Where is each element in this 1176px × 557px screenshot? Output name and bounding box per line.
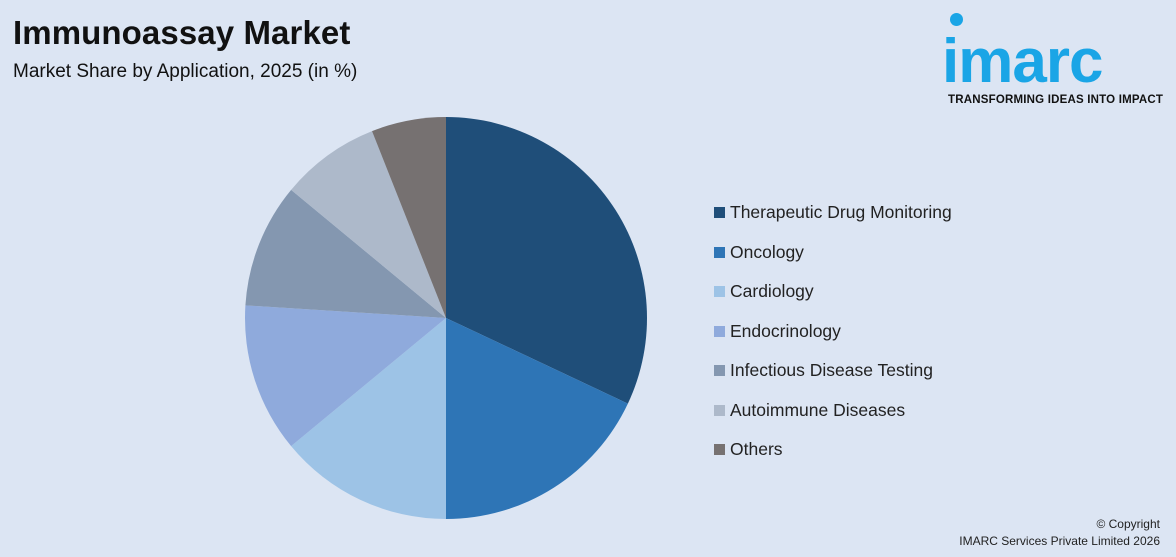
legend-label: Oncology bbox=[730, 241, 804, 262]
pie-slice-others bbox=[372, 117, 446, 318]
legend-item-infectious-disease-testing: Infectious Disease Testing bbox=[714, 351, 952, 391]
legend-item-cardiology: Cardiology bbox=[714, 272, 952, 312]
legend-label: Others bbox=[730, 439, 783, 460]
legend-item-oncology: Oncology bbox=[714, 233, 952, 273]
logo-wordmark: imarc bbox=[942, 27, 1103, 96]
legend-swatch bbox=[714, 365, 725, 377]
pie-slice-infectious-disease-testing bbox=[245, 189, 446, 318]
imarc-logo: imarc TRANSFORMING IDEAS INTO IMPACT bbox=[940, 10, 1176, 110]
copyright-notice: © Copyright IMARC Services Private Limit… bbox=[959, 516, 1160, 550]
logo-tagline: TRANSFORMING IDEAS INTO IMPACT bbox=[948, 94, 1164, 106]
chart-title: Immunoassay Market bbox=[13, 14, 351, 51]
logo-dot bbox=[950, 13, 963, 26]
pie-slice-therapeutic-drug-monitoring bbox=[446, 117, 647, 404]
legend-label: Cardiology bbox=[730, 281, 814, 302]
legend-label: Endocrinology bbox=[730, 320, 841, 341]
chart-subtitle: Market Share by Application, 2025 (in %) bbox=[13, 61, 358, 82]
pie-slice-endocrinology bbox=[245, 305, 446, 447]
legend-swatch bbox=[714, 286, 725, 298]
legend-item-endocrinology: Endocrinology bbox=[714, 312, 952, 352]
legend-swatch bbox=[714, 246, 725, 258]
legend-label: Infectious Disease Testing bbox=[730, 360, 933, 381]
legend-item-others: Others bbox=[714, 430, 952, 470]
legend-swatch bbox=[714, 207, 725, 219]
legend-item-autoimmune-diseases: Autoimmune Diseases bbox=[714, 391, 952, 431]
legend-item-therapeutic-drug-monitoring: Therapeutic Drug Monitoring bbox=[714, 193, 952, 233]
legend-swatch bbox=[714, 325, 725, 337]
pie-slice-oncology bbox=[446, 318, 628, 519]
copyright-line-2: IMARC Services Private Limited 2026 bbox=[959, 534, 1160, 548]
legend-label: Therapeutic Drug Monitoring bbox=[730, 202, 952, 223]
copyright-line-1: © Copyright bbox=[1096, 517, 1160, 531]
chart-legend: Therapeutic Drug Monitoring Oncology Cardi… bbox=[714, 193, 952, 470]
pie-slice-cardiology bbox=[291, 318, 446, 519]
legend-swatch bbox=[714, 404, 725, 416]
legend-label: Autoimmune Diseases bbox=[730, 399, 906, 420]
legend-swatch bbox=[714, 444, 725, 456]
pie-slice-autoimmune-diseases bbox=[291, 131, 446, 318]
